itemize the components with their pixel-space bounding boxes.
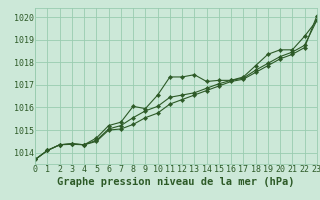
X-axis label: Graphe pression niveau de la mer (hPa): Graphe pression niveau de la mer (hPa) <box>57 177 295 187</box>
